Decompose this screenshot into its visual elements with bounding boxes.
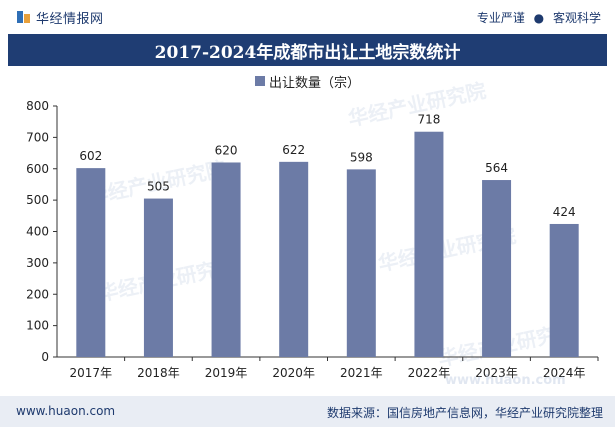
y-tick-label: 400	[26, 225, 49, 239]
y-tick-label: 500	[26, 193, 49, 207]
data-label: 620	[215, 143, 238, 157]
data-label: 505	[147, 180, 170, 194]
y-tick-label: 600	[26, 162, 49, 176]
footer-url[interactable]: www.huaon.com	[16, 404, 116, 418]
y-tick-label: 300	[26, 256, 49, 270]
bar	[549, 223, 579, 357]
title-bar: 2017-2024年成都市出让土地宗数统计	[8, 34, 607, 66]
bar	[414, 131, 444, 357]
x-tick-label: 2022年	[408, 366, 451, 380]
bar	[211, 162, 241, 357]
data-label: 564	[485, 161, 508, 175]
watermark-url: www.huaon.com	[445, 373, 566, 388]
data-label: 718	[417, 113, 440, 127]
x-tick-label: 2019年	[205, 366, 248, 380]
logo-icon	[17, 11, 30, 23]
x-tick-label: 2021年	[340, 366, 383, 380]
bar	[279, 161, 309, 357]
data-label: 424	[553, 205, 576, 219]
bar	[76, 168, 106, 357]
legend: 出让数量（宗）	[0, 72, 615, 91]
slogan-right: 客观科学	[552, 11, 601, 25]
x-tick-label: 2020年	[272, 366, 315, 380]
bar	[346, 169, 376, 357]
data-label: 602	[79, 149, 102, 163]
y-tick-label: 200	[26, 287, 49, 301]
brand-name: 华经情报网	[36, 11, 104, 27]
footer-source: 数据来源：国信房地产信息网，华经产业研究院整理	[326, 406, 603, 420]
data-label: 598	[350, 150, 373, 164]
legend-label: 出让数量（宗）	[268, 75, 360, 91]
y-tick-label: 800	[26, 99, 49, 113]
top-bar: 华经情报网 专业严谨 ● 客观科学	[0, 0, 615, 34]
y-tick-label: 0	[41, 350, 49, 364]
bar	[143, 198, 173, 357]
x-tick-label: 2024年	[543, 366, 586, 380]
slogan-left: 专业严谨	[476, 11, 525, 25]
y-tick-label: 100	[26, 319, 49, 333]
legend-swatch	[254, 76, 265, 86]
chart-title: 2017-2024年成都市出让土地宗数统计	[154, 42, 461, 63]
footer: www.huaon.com 数据来源：国信房地产信息网，华经产业研究院整理	[0, 396, 615, 427]
x-tick-label: 2018年	[137, 366, 180, 380]
data-label: 622	[282, 143, 305, 157]
bar	[482, 180, 512, 357]
bar-chart: 华经产业研究院华经产业研究院华经产业研究院华经产业研究院华经产业研究院01002…	[26, 78, 599, 388]
x-tick-label: 2023年	[475, 366, 518, 380]
brand[interactable]: 华经情报网	[16, 8, 104, 27]
x-tick-label: 2017年	[70, 366, 113, 380]
y-tick-label: 700	[26, 130, 49, 144]
slogan: 专业严谨 ● 客观科学	[477, 9, 601, 26]
slogan-dot: ●	[533, 11, 545, 25]
